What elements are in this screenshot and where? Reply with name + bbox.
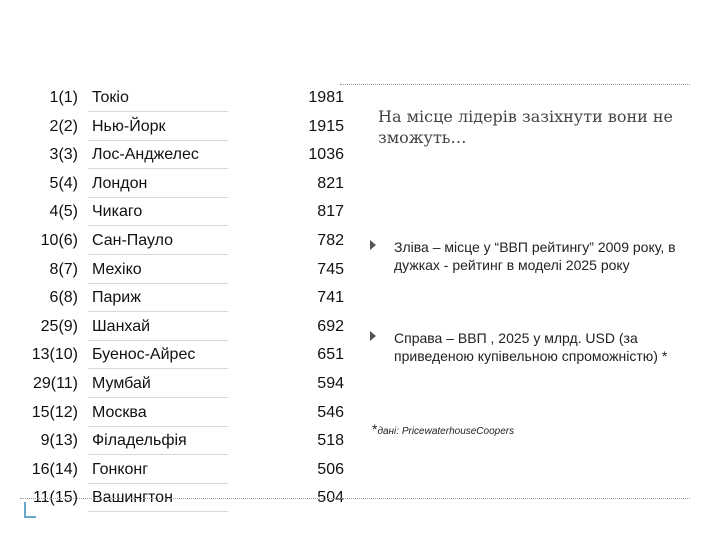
table-row: 16(14) Гонконг 506	[0, 456, 360, 485]
city-name: Чикаго	[92, 203, 143, 221]
triangle-bullet-icon	[370, 331, 376, 341]
gdp-value: 692	[317, 317, 344, 335]
bullet-gdp-explanation: Справа – ВВП , 2025 у млрд. USD (за прив…	[370, 329, 696, 365]
table-row: 10(6) Сан-Пауло 782	[0, 227, 360, 256]
gdp-value: 741	[317, 289, 344, 307]
gdp-value: 745	[317, 260, 344, 278]
row-separator	[88, 339, 228, 341]
table-row: 25(9) Шанхай 692	[0, 313, 360, 342]
rank-cell: 9(13)	[40, 432, 78, 450]
city-name: Токіо	[92, 89, 129, 106]
table-row: 13(10) Буенос-Айрес 651	[0, 341, 360, 370]
table-row: 5(4) Лондон 821	[0, 170, 360, 199]
rank-cell: 4(5)	[49, 203, 78, 221]
rank-cell: 11(15)	[32, 489, 78, 507]
row-separator	[88, 511, 228, 513]
gdp-value: 506	[317, 460, 344, 478]
bottom-divider	[20, 498, 690, 499]
row-separator	[88, 311, 228, 313]
table-row: 9(13) Філадельфія 518	[0, 427, 360, 456]
city-name: Нью-Йорк	[92, 117, 166, 135]
rank-cell: 5(4)	[49, 174, 78, 192]
footnote-star: *	[372, 421, 378, 437]
city-name: Лондон	[92, 174, 148, 192]
rank-cell: 3(3)	[49, 146, 78, 164]
rank-cell: 29(11)	[32, 374, 78, 392]
row-separator	[88, 196, 228, 198]
row-separator	[88, 396, 228, 398]
table-row: 3(3) Лос-Анджелес 1036	[0, 141, 360, 170]
city-name: Париж	[92, 289, 141, 307]
city-name: Гонконг	[92, 460, 149, 478]
gdp-value: 1915	[308, 117, 344, 135]
gdp-value: 1981	[308, 89, 344, 106]
corner-bracket-decoration	[24, 502, 36, 518]
rank-cell: 25(9)	[40, 317, 78, 335]
table-row: 6(8) Париж 741	[0, 284, 360, 313]
table-row: 11(15) Вашингтон 504	[0, 484, 360, 513]
gdp-value: 594	[317, 374, 344, 392]
table-row: 29(11) Мумбай 594	[0, 370, 360, 399]
gdp-value: 1036	[308, 146, 344, 164]
row-separator	[88, 282, 228, 284]
row-separator	[88, 225, 228, 227]
rank-cell: 16(14)	[31, 460, 78, 478]
rank-cell: 1(1)	[49, 89, 78, 106]
row-separator	[88, 454, 228, 456]
rank-cell: 2(2)	[49, 117, 78, 135]
table-row: 4(5) Чикаго 817	[0, 198, 360, 227]
row-separator	[88, 139, 228, 141]
city-name: Філадельфія	[92, 432, 187, 450]
table-row: 2(2) Нью-Йорк 1915	[0, 113, 360, 142]
table-row: 8(7) Мехіко 745	[0, 256, 360, 285]
triangle-bullet-icon	[370, 240, 376, 250]
bullet-rank-text: Зліва – місце у “ВВП рейтингу” 2009 року…	[394, 239, 676, 273]
row-separator	[88, 368, 228, 370]
city-name: Шанхай	[92, 317, 151, 335]
rank-cell: 15(12)	[31, 403, 78, 421]
city-name: Мехіко	[92, 260, 142, 278]
table-row: 1(1) Токіо 1981	[0, 84, 360, 113]
city-name: Вашингтон	[92, 489, 173, 507]
gdp-value: 546	[317, 403, 344, 421]
table-row: 15(12) Москва 546	[0, 399, 360, 428]
top-divider	[340, 84, 690, 85]
city-name: Буенос-Айрес	[92, 346, 196, 364]
gdp-value: 518	[317, 432, 344, 450]
row-separator	[88, 482, 228, 484]
city-name: Лос-Анджелес	[92, 146, 199, 164]
source-footnote: *дані: PricewaterhouseCoopers	[372, 421, 514, 437]
rank-cell: 8(7)	[49, 260, 78, 278]
city-name: Сан-Пауло	[92, 231, 174, 249]
row-separator	[88, 168, 228, 170]
gdp-value: 651	[317, 346, 344, 364]
gdp-value: 817	[317, 203, 344, 221]
rank-cell: 10(6)	[40, 231, 78, 249]
footnote-label: дані:	[377, 426, 402, 437]
row-separator	[88, 425, 228, 427]
city-name: Москва	[92, 403, 147, 421]
gdp-value: 782	[317, 231, 344, 249]
row-separator	[88, 111, 228, 112]
rank-cell: 6(8)	[49, 289, 78, 307]
bullet-rank-explanation: Зліва – місце у “ВВП рейтингу” 2009 року…	[370, 238, 696, 274]
gdp-value: 821	[317, 174, 344, 192]
headline: На місце лідерів зазіхнути вони не зможу…	[378, 107, 673, 147]
gdp-value: 504	[317, 489, 344, 507]
city-name: Мумбай	[92, 374, 151, 392]
bullet-gdp-text: Справа – ВВП , 2025 у млрд. USD (за прив…	[394, 330, 668, 364]
rank-cell: 13(10)	[31, 346, 78, 364]
row-separator	[88, 253, 228, 255]
footnote-source: PricewaterhouseCoopers	[401, 426, 515, 437]
city-ranking-table: 1(1) Токіо 1981 2(2) Нью-Йорк 1915 3(3) Лос-Анд…	[0, 84, 360, 513]
